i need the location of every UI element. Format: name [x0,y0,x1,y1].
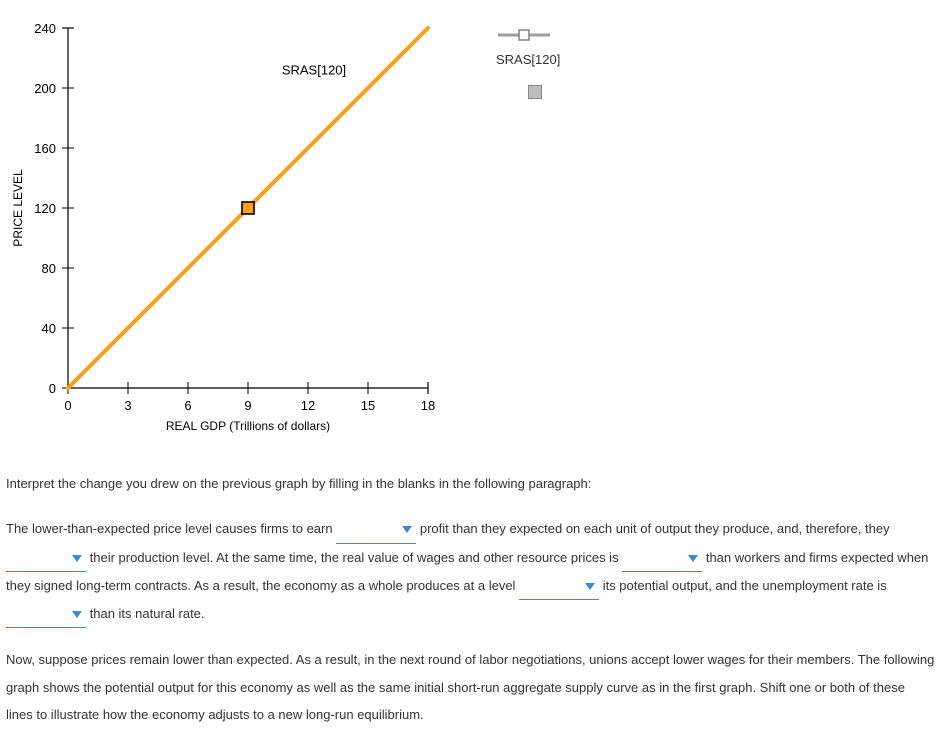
p1-e: its potential output, and the unemployme… [603,578,887,593]
p1-a: The lower-than-expected price level caus… [6,521,333,536]
blank-profit[interactable] [336,515,416,543]
sras-chart[interactable]: 0 3 6 9 12 15 18 0 40 80 120 160 200 240 REAL GDP (Tri… [6,10,486,440]
svg-text:12: 12 [301,398,315,413]
chevron-down-icon [72,611,82,618]
legend-label: SRAS[120] [496,52,560,67]
svg-text:6: 6 [184,398,191,413]
chart-svg[interactable]: 0 3 6 9 12 15 18 0 40 80 120 160 200 240 REAL GDP (Tri… [6,10,486,440]
legend-square-icon[interactable] [528,85,542,99]
svg-text:120: 120 [34,201,56,216]
p1-b: profit than they expected on each unit o… [420,521,890,536]
blank-level[interactable] [519,572,599,600]
blank-unemployment[interactable] [6,600,86,628]
blank-real-value[interactable] [622,544,702,572]
chart-row: 0 3 6 9 12 15 18 0 40 80 120 160 200 240 REAL GDP (Tri… [6,10,935,440]
legend: SRAS[120] [496,26,560,102]
svg-text:REAL GDP (Trillions of dollars: REAL GDP (Trillions of dollars) [166,419,330,433]
legend-line-sample [496,26,552,44]
svg-text:240: 240 [34,21,56,36]
svg-text:3: 3 [124,398,131,413]
svg-text:SRAS[120]: SRAS[120] [282,63,346,78]
fill-in-paragraph: The lower-than-expected price level caus… [6,515,935,628]
instruction-text: Interpret the change you drew on the pre… [6,470,935,497]
chevron-down-icon [585,583,595,590]
svg-text:200: 200 [34,81,56,96]
followup-paragraph: Now, suppose prices remain lower than ex… [6,646,935,728]
svg-text:0: 0 [64,398,71,413]
p1-f: than its natural rate. [90,606,205,621]
svg-text:160: 160 [34,141,56,156]
svg-text:9: 9 [244,398,251,413]
legend-line-item[interactable] [496,26,560,44]
svg-text:PRICE LEVEL: PRICE LEVEL [11,169,25,247]
svg-text:15: 15 [361,398,375,413]
p1-c: their production level. At the same time… [90,550,619,565]
chevron-down-icon [72,555,82,562]
chevron-down-icon [402,526,412,533]
svg-text:80: 80 [42,261,56,276]
chevron-down-icon [688,555,698,562]
svg-text:0: 0 [49,381,56,396]
svg-text:18: 18 [421,398,435,413]
svg-text:40: 40 [42,321,56,336]
blank-production[interactable] [6,544,86,572]
